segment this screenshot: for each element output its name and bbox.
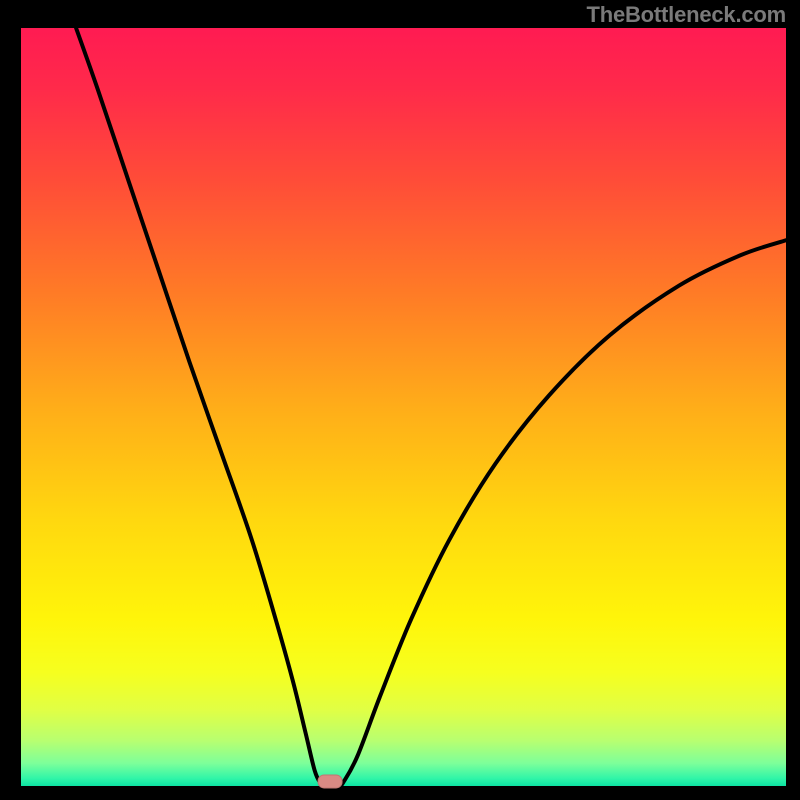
bottleneck-chart xyxy=(0,0,800,800)
optimal-point-marker xyxy=(318,775,342,788)
chart-gradient-background xyxy=(21,28,786,786)
watermark-text: TheBottleneck.com xyxy=(586,2,786,28)
